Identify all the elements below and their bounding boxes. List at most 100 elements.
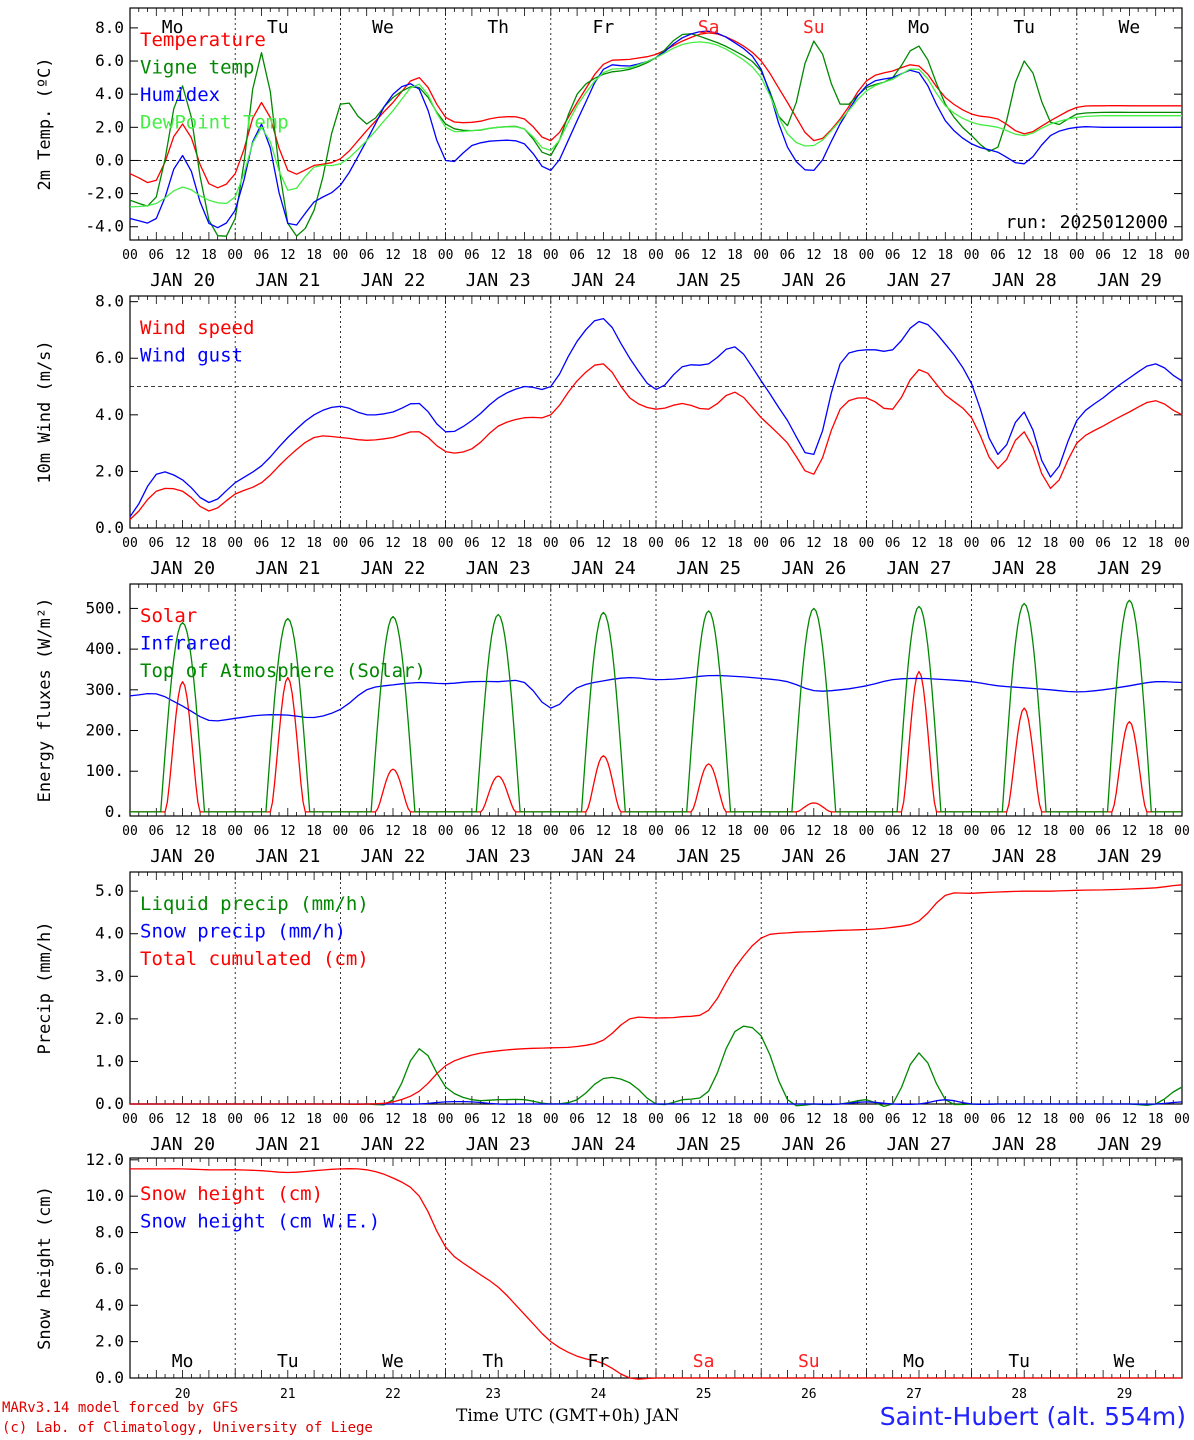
- weekday-label-top: Th: [487, 17, 509, 38]
- day-number-label: 29: [1117, 1387, 1133, 1402]
- panel-3-hour-label: 06: [569, 824, 585, 839]
- panel-1-hour-label: 18: [306, 248, 322, 263]
- panel-1-legend-item: Temperature: [140, 29, 266, 51]
- panel-4-hour-label: 18: [201, 1112, 217, 1127]
- panel-4-date-label: JAN 20: [150, 1134, 215, 1155]
- panel-1-hour-label: 12: [490, 248, 506, 263]
- panel-1-hour-label: 18: [937, 248, 953, 263]
- panel-3-hour-label: 00: [859, 824, 875, 839]
- panel-2-date-label: JAN 26: [781, 558, 846, 579]
- panel-2-date-label: JAN 27: [886, 558, 951, 579]
- panel-3-hour-label: 00: [753, 824, 769, 839]
- panel-2-hour-label: 06: [359, 536, 375, 551]
- panel-2-date-label: JAN 28: [992, 558, 1057, 579]
- panel-1-hour-label: 12: [385, 248, 401, 263]
- panel-1-date-label: JAN 27: [886, 270, 951, 291]
- panel-1-hour-label: 12: [1122, 248, 1138, 263]
- panel-2-hour-label: 06: [885, 536, 901, 551]
- weekday-label-bottom: Tu: [277, 1351, 299, 1372]
- panel-5-y-tick-label: 12.0: [85, 1150, 124, 1169]
- panel-1-date-label: JAN 24: [571, 270, 636, 291]
- panel-5-y-tick-label: 8.0: [95, 1223, 124, 1242]
- panel-2-date-label: JAN 21: [255, 558, 320, 579]
- panel-2-date-label: JAN 24: [571, 558, 636, 579]
- panel-1-hour-label: 00: [438, 248, 454, 263]
- panel-2-hour-label: 18: [937, 536, 953, 551]
- panel-2-hour-label: 12: [1122, 536, 1138, 551]
- panel-4-y-tick-label: 2.0: [95, 1009, 124, 1028]
- panel-3-hour-label: 12: [596, 824, 612, 839]
- panel-1-legend-item: DewPoint Temp: [140, 112, 289, 134]
- panel-4-hour-label: 12: [911, 1112, 927, 1127]
- panel-2-hour-label: 12: [490, 536, 506, 551]
- panel-4-hour-label: 00: [964, 1112, 980, 1127]
- panel-2-hour-label: 18: [832, 536, 848, 551]
- panel-2-hour-label: 00: [122, 536, 138, 551]
- panel-3-hour-label: 00: [227, 824, 243, 839]
- panel-2-hour-label: 18: [1148, 536, 1164, 551]
- panel-3-date-label: JAN 28: [992, 846, 1057, 867]
- panel-1-hour-label: 00: [543, 248, 559, 263]
- panel-4-y-tick-label: 4.0: [95, 924, 124, 943]
- panel-3-hour-label: 18: [517, 824, 533, 839]
- panel-2-hour-label: 06: [780, 536, 796, 551]
- panel-3-hour-label: 12: [280, 824, 296, 839]
- panel-3-y-tick-label: 0.: [105, 802, 124, 821]
- panel-2-y-tick-label: 6.0: [95, 348, 124, 367]
- panel-1-hour-label: 06: [359, 248, 375, 263]
- panel-4-hour-label: 12: [1122, 1112, 1138, 1127]
- panel-4-hour-label: 12: [596, 1112, 612, 1127]
- panel-3-hour-label: 18: [1148, 824, 1164, 839]
- weekday-label-bottom: We: [382, 1351, 404, 1372]
- panel-4-date-label: JAN 26: [781, 1134, 846, 1155]
- panel-3-date-label: JAN 20: [150, 846, 215, 867]
- panel-1-hour-label: 00: [753, 248, 769, 263]
- panel-1-series-temperature: [129, 32, 1182, 189]
- panel-4-hour-label: 18: [306, 1112, 322, 1127]
- panel-4-hour-label: 06: [359, 1112, 375, 1127]
- panel-4-hour-label: 18: [411, 1112, 427, 1127]
- panel-4-hour-label: 12: [385, 1112, 401, 1127]
- panel-1-hour-label: 12: [280, 248, 296, 263]
- panel-3-hour-label: 12: [1016, 824, 1032, 839]
- panel-1-hour-label: 00: [1069, 248, 1085, 263]
- weekday-label-top: Fr: [593, 17, 615, 38]
- panel-2-hour-label: 18: [306, 536, 322, 551]
- panel-1-date-label: JAN 22: [360, 270, 425, 291]
- panel-2-hour-label: 00: [964, 536, 980, 551]
- panel-2-hour-label: 06: [990, 536, 1006, 551]
- panel-1-hour-label: 06: [990, 248, 1006, 263]
- weekday-label-top: Mo: [162, 17, 184, 38]
- panel-4-hour-label: 06: [780, 1112, 796, 1127]
- panel-2-hour-label: 06: [148, 536, 164, 551]
- lab-credit: (c) Lab. of Climatology, University of L…: [2, 1420, 373, 1436]
- panel-2-hour-label: 18: [411, 536, 427, 551]
- panel-1-hour-label: 06: [254, 248, 270, 263]
- panel-3-y-tick-label: 500.: [85, 598, 124, 617]
- panel-2-hour-label: 00: [543, 536, 559, 551]
- panel-3-series-infrared: [129, 674, 1183, 722]
- panel-4-hour-label: 00: [543, 1112, 559, 1127]
- panel-3-y-tick-label: 400.: [85, 639, 124, 658]
- panel-5-legend-item: Snow height (cm): [140, 1183, 323, 1205]
- panel-2-hour-label: 12: [280, 536, 296, 551]
- panel-3-hour-label: 18: [306, 824, 322, 839]
- panel-1-hour-label: 18: [517, 248, 533, 263]
- run-label: run: 2025012000: [1005, 212, 1168, 233]
- panel-2-hour-label: 00: [333, 536, 349, 551]
- panel-4-date-label: JAN 27: [886, 1134, 951, 1155]
- panel-3-hour-label: 00: [1069, 824, 1085, 839]
- panel-3-hour-label: 18: [411, 824, 427, 839]
- panel-4-hour-label: 18: [1148, 1112, 1164, 1127]
- panel-5-series-snow-height-cm-: [130, 1168, 1182, 1380]
- panel-2-legend-item: Wind speed: [140, 317, 254, 339]
- panel-1-hour-label: 00: [964, 248, 980, 263]
- panel-4-hour-label: 12: [701, 1112, 717, 1127]
- panel-2-hour-label: 12: [1016, 536, 1032, 551]
- panel-1-hour-label: 12: [701, 248, 717, 263]
- panel-2-hour-label: 06: [569, 536, 585, 551]
- panel-1-hour-label: 06: [148, 248, 164, 263]
- panel-4-legend-item: Total cumulated (cm): [140, 948, 369, 970]
- panel-4-hour-label: 00: [859, 1112, 875, 1127]
- day-number-label: 28: [1011, 1387, 1027, 1402]
